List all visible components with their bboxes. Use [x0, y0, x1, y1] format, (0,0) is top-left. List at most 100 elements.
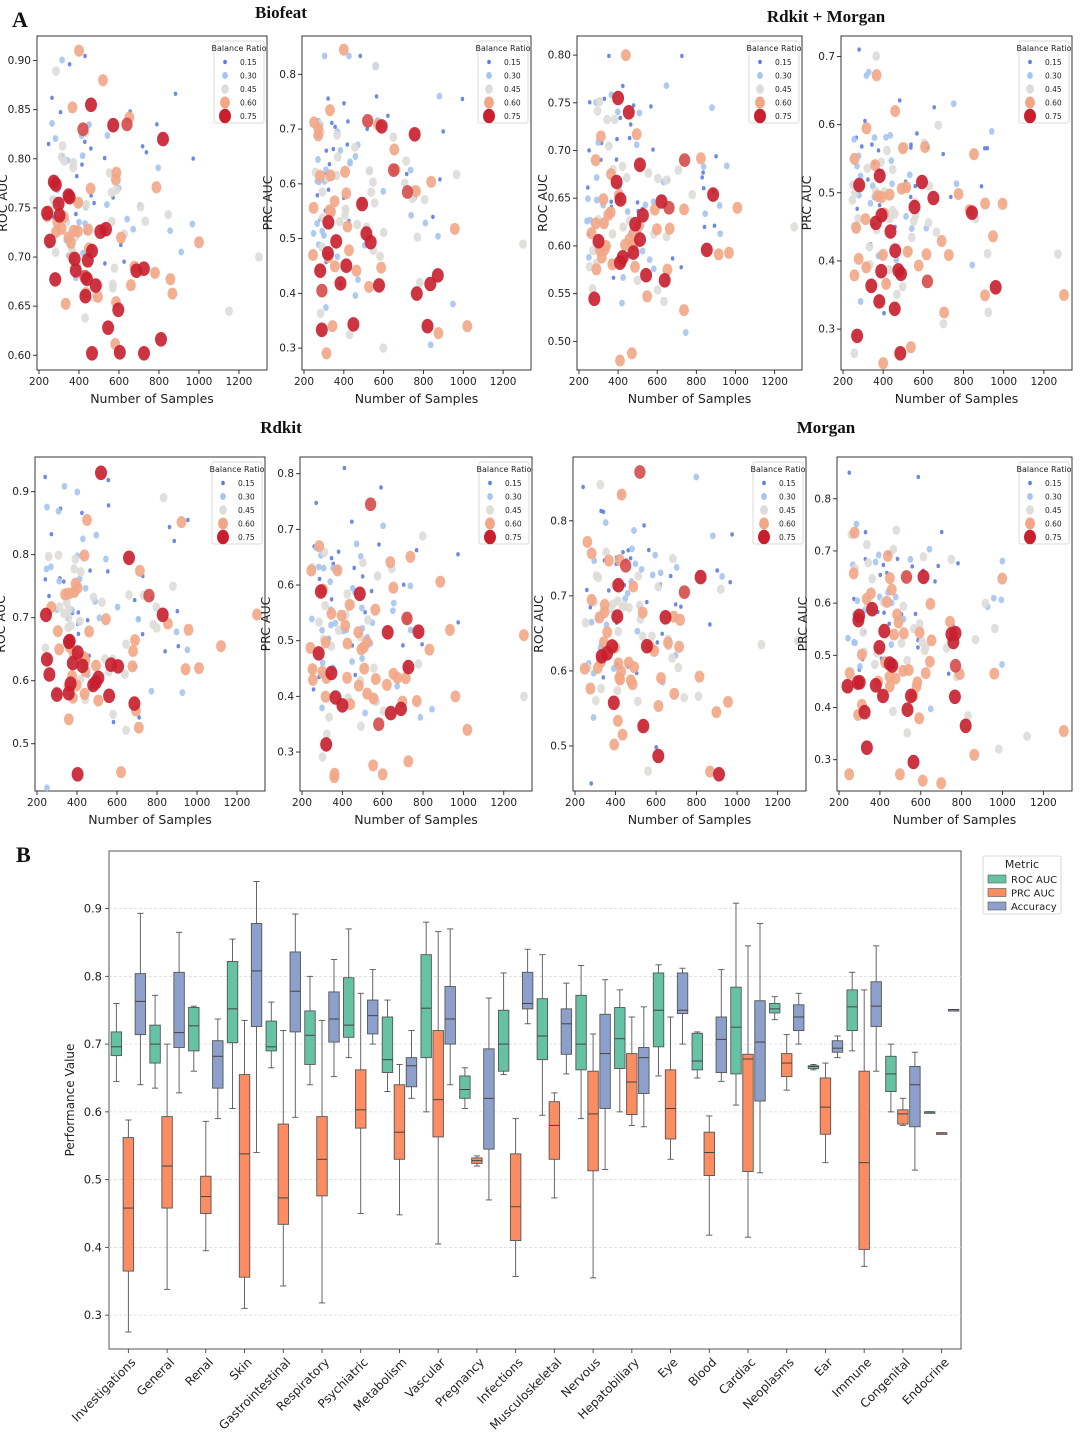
scatter-point [310, 229, 317, 237]
scatter-point [321, 246, 334, 261]
scatter-point [969, 748, 980, 761]
scatter-point [897, 142, 908, 155]
x-tick-label: 800 [687, 797, 707, 809]
box-prc-auc [819, 1062, 832, 1164]
scatter-rdkit-roc: 200 400 600 800 1000 1200 0.5 0.6 0.7 0.8 0.9 Numbe… [0, 456, 266, 827]
scatter-point [102, 155, 107, 161]
legend-marker [220, 493, 226, 500]
scatter-point [626, 347, 637, 360]
box-iqr [277, 1123, 289, 1225]
x-tick-label: 800 [686, 376, 706, 388]
x-tick-label: 600 [373, 797, 393, 809]
scatter-point [71, 645, 84, 660]
scatter-point [44, 784, 50, 792]
scatter-point [431, 268, 444, 283]
box-iqr [691, 1032, 703, 1071]
scatter-point [165, 273, 176, 286]
scatter-point [593, 174, 600, 182]
box-roc-auc [691, 1031, 703, 1079]
scatter-point [374, 94, 379, 99]
scatter-point [167, 227, 173, 235]
scatter-point [851, 328, 864, 344]
scatter-point [889, 180, 895, 188]
scatter-point [58, 110, 63, 115]
scatter-point [615, 136, 619, 142]
scatter-point [624, 208, 631, 216]
box-roc-auc [304, 975, 316, 1086]
scatter-point [864, 558, 873, 568]
scatter-point [688, 189, 697, 200]
scatter-point [900, 570, 913, 584]
scatter-point [644, 766, 652, 776]
box-accuracy [444, 928, 456, 1086]
scatter-point [351, 264, 362, 277]
scatter-point [913, 611, 918, 617]
box-roc-auc [807, 1063, 820, 1071]
scatter-point [708, 622, 712, 627]
scatter-point [345, 142, 350, 147]
x-tick-label: 600 [646, 797, 666, 809]
scatter-point [888, 157, 895, 165]
scatter-point [332, 564, 343, 577]
scatter-point [335, 216, 344, 227]
scatter-point [622, 105, 635, 120]
legend-marker [1026, 84, 1034, 94]
scatter-point [329, 556, 334, 561]
scatter-point [714, 154, 718, 159]
scatter-point [452, 169, 461, 180]
scatter-point [925, 597, 936, 610]
scatter-point [917, 569, 930, 585]
group-title-biofeat: Biofeat [255, 3, 307, 22]
scatter-point [130, 225, 137, 233]
scatter-point [49, 532, 54, 537]
box-accuracy [250, 881, 263, 1153]
scatter-point [881, 277, 892, 290]
scatter-point [895, 556, 900, 562]
scatter-point [76, 218, 82, 226]
scatter-point [369, 588, 374, 594]
scatter-point [682, 329, 689, 336]
scatter-point [59, 56, 65, 64]
scatter-point [625, 602, 633, 613]
scatter-point [82, 584, 89, 592]
scatter-point [631, 527, 637, 534]
scatter-point [709, 532, 716, 540]
scatter-point [102, 320, 115, 336]
scatter-point [611, 609, 624, 624]
scatter-point [55, 507, 62, 515]
scatter-point [679, 304, 689, 317]
scatter-point [595, 130, 606, 143]
scatter-point [870, 159, 881, 172]
scatter-point [966, 205, 978, 220]
scatter-point [402, 659, 415, 675]
scatter-point [920, 140, 930, 154]
scatter-point [389, 143, 400, 156]
box-iqr [265, 1020, 277, 1052]
scatter-point [344, 598, 355, 611]
scatter-point [404, 171, 409, 177]
scatter-point [128, 696, 141, 711]
box-iqr [212, 1040, 224, 1089]
scatter-point [860, 144, 864, 149]
scatter-point [959, 718, 972, 734]
box-iqr [367, 999, 379, 1035]
scatter-point [100, 613, 111, 626]
scatter-point [316, 283, 328, 298]
box-iqr [781, 1053, 793, 1078]
scatter-point [628, 122, 633, 127]
scatter-point [311, 687, 316, 692]
scatter-point [89, 146, 93, 151]
scatter-point [417, 713, 424, 721]
scatter-point [640, 267, 653, 283]
scatter-point [307, 663, 318, 676]
scatter-point [438, 177, 442, 182]
scatter-point [342, 220, 353, 233]
scatter-point [673, 602, 678, 607]
scatter-point [585, 682, 596, 695]
scatter-point [121, 669, 129, 679]
scatter-point [143, 588, 155, 603]
scatter-point [373, 571, 382, 581]
scatter-point [380, 187, 387, 195]
scatter-point [702, 210, 709, 218]
scatter-point [607, 53, 611, 59]
